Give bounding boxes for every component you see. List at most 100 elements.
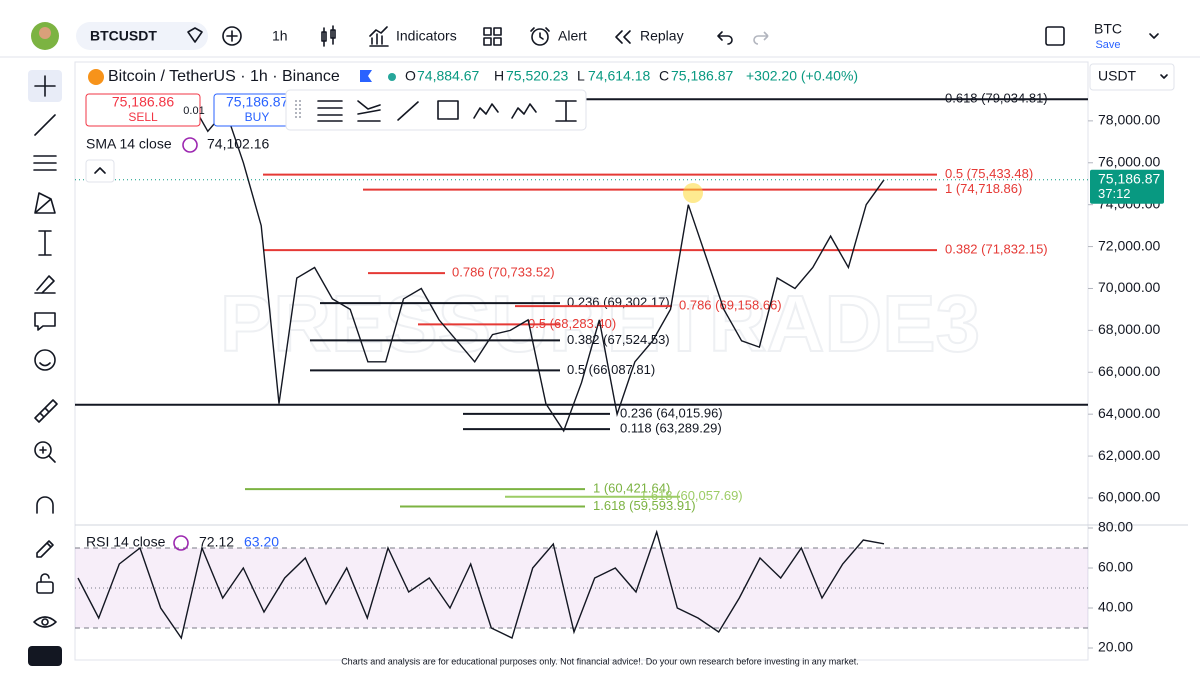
draw-abc[interactable] [511, 103, 537, 119]
disclaimer: Charts and analysis are for educational … [341, 656, 859, 666]
fib-label: 0.786 (69,158.66) [679, 298, 782, 313]
currency[interactable]: USDT [1098, 68, 1137, 84]
last-price-badge [1090, 169, 1164, 204]
add-symbol[interactable] [222, 26, 242, 46]
draw-trend[interactable] [397, 101, 419, 121]
icon-indicators[interactable] [369, 26, 389, 47]
layout-name[interactable]: BTC [1094, 21, 1122, 37]
rsi-line [77, 529, 885, 640]
sell-label: SELL [128, 110, 158, 124]
collapse-icon [94, 167, 106, 174]
ohlc-high: 75,520.23 [506, 68, 568, 84]
fib-label: 0.236 (64,015.96) [620, 405, 723, 420]
tool-trendline[interactable] [34, 114, 56, 136]
chart-type[interactable] [321, 25, 336, 47]
draw-elliott[interactable] [473, 103, 499, 119]
fib-label: 0.118 (63,289.29) [620, 421, 722, 436]
symbol-title: Bitcoin / TetherUS · 1h · Binance [108, 68, 340, 85]
y-tick-label: 76,000.00 [1098, 153, 1160, 169]
tool-fib[interactable] [33, 155, 57, 171]
layouts[interactable] [483, 27, 502, 46]
ohlc-o-label: O [405, 68, 416, 84]
undo[interactable] [717, 31, 733, 45]
sell-button[interactable] [85, 93, 201, 127]
tool-ruler[interactable] [34, 399, 58, 423]
top-toolbar: BTCUSDT 1h Indicators Alert Replay BTC S… [0, 21, 1200, 58]
rsi-tick-label: 60.00 [1098, 559, 1133, 575]
drawing-toolbar [285, 89, 587, 131]
tool-crosshair[interactable] [34, 75, 56, 97]
rsi-pane: 20.00 40.00 60.00 80.00 RSI 14 close 72.12 63.… [75, 519, 1133, 655]
indicators[interactable]: Indicators [396, 28, 457, 44]
fib-label: 0.5 (68,283.40) [528, 316, 616, 331]
drawing-toolbar-bg [285, 89, 587, 131]
tool-brush[interactable] [34, 275, 56, 294]
left-toolbar [28, 70, 62, 666]
rsi-settings[interactable] [173, 535, 189, 551]
currency-chevron [1160, 74, 1168, 79]
save[interactable]: Save [1095, 39, 1120, 51]
icon-plus [226, 30, 238, 42]
collapse-legend[interactable] [85, 159, 115, 183]
alert[interactable]: Alert [558, 28, 587, 44]
symbol-search[interactable] [76, 22, 208, 50]
fullscreen[interactable] [1045, 26, 1065, 46]
avatar-face [39, 27, 51, 39]
icon-replay[interactable] [615, 30, 631, 44]
tool-visibility[interactable] [33, 616, 57, 628]
tool-zoom[interactable] [34, 441, 52, 459]
sma-label: SMA 14 close [86, 136, 172, 152]
currency-select[interactable] [1089, 63, 1175, 91]
y-tick-label: 64,000.00 [1098, 405, 1160, 421]
tool-delete[interactable] [28, 646, 62, 666]
tool-magnet[interactable] [36, 496, 54, 514]
last-price-label: 75,186.87 [1098, 171, 1160, 187]
drag-handle[interactable] [295, 100, 301, 120]
ohlc-open: 74,884.67 [417, 68, 479, 84]
draw-range[interactable] [555, 100, 577, 122]
ohlc-change: +302.20 (+0.40%) [746, 68, 858, 84]
sma-settings[interactable] [182, 137, 198, 153]
fib-label: 0.5 (66,087.81) [567, 362, 655, 377]
tool-stay-drawing[interactable] [36, 540, 54, 558]
fib-label: 0.382 (71,832.15) [945, 242, 1048, 257]
y-tick-label: 68,000.00 [1098, 321, 1160, 337]
tool-text[interactable] [34, 312, 56, 331]
icon-diamond[interactable] [187, 27, 203, 43]
fib-label: 1 (74,718.86) [945, 181, 1022, 196]
buy-price: 75,186.87 [226, 94, 288, 110]
sma-value: 74,102.16 [207, 136, 269, 152]
icon-alert[interactable] [531, 28, 549, 46]
layout-menu[interactable] [1149, 33, 1159, 39]
replay[interactable]: Replay [640, 28, 684, 44]
y-tick-label: 62,000.00 [1098, 447, 1160, 463]
exchange-flag [360, 70, 372, 82]
fib-label: 1 (60,421.64) [593, 481, 670, 496]
tool-measure[interactable] [38, 230, 52, 256]
fib-label: 0.236 (69,302.17) [567, 295, 670, 310]
tool-zoom-plus [39, 446, 56, 463]
draw-lines[interactable] [317, 100, 343, 122]
btc-logo [88, 69, 104, 85]
order-quantity: 0.01 [183, 105, 204, 117]
fib-label: 0.5 (75,433.48) [945, 166, 1033, 181]
tool-lock-shackle [40, 573, 50, 583]
ohlc-close: 75,186.87 [671, 68, 733, 84]
draw-fib[interactable] [357, 100, 381, 122]
fib-label: 0.618 (79,034.81) [945, 91, 1048, 106]
tool-patterns[interactable] [34, 192, 56, 214]
sell-price: 75,186.86 [112, 94, 174, 110]
redo[interactable] [753, 31, 769, 45]
price-line [189, 99, 885, 433]
rsi-tick-label: 40.00 [1098, 599, 1133, 615]
interval[interactable]: 1h [272, 28, 288, 44]
tool-lock[interactable] [36, 581, 54, 594]
y-tick-label: 78,000.00 [1098, 112, 1160, 128]
tool-emoji-smile [39, 362, 51, 367]
rsi-tick-label: 20.00 [1098, 639, 1133, 655]
symbol: BTCUSDT [90, 28, 157, 44]
rsi-tick-label: 80.00 [1098, 519, 1133, 535]
draw-rect[interactable] [437, 100, 459, 120]
tool-emoji[interactable] [34, 349, 56, 371]
